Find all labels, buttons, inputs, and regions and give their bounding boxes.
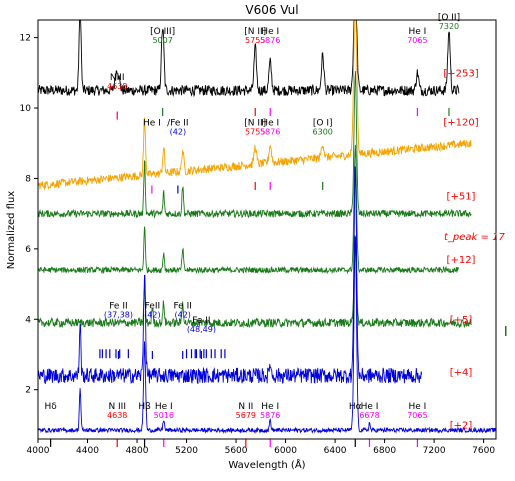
line-id-name: Hδ [44,402,57,412]
line-id-name: He I [143,119,161,129]
line-id-name: Fe II [174,302,192,312]
line-id-wavelength: 5679 [236,411,256,420]
x-tick-label: 7600 [472,446,495,456]
line-id-name: [O II] [438,13,460,23]
line-id-name: He I [408,402,426,412]
epoch-labels: [+253] [+120] [+51] [+12] [+5] [+4] [+2] [443,68,478,431]
line-id-name: /Fe II [167,119,188,129]
spectrum-line-epoch-120 [37,19,472,191]
line-id-wavelength: 5876 [260,411,280,420]
line-id-wavelength: 7065 [407,36,427,45]
line-id-name: He I [261,27,279,37]
spectrum-line-epoch-51 [37,71,472,219]
x-tick-label: 6400 [324,446,347,456]
line-id-wavelength: 5876 [260,128,280,137]
epoch-label: [+4] [450,368,473,379]
line-id-name: He I [361,402,379,412]
epoch-label: [+5] [450,315,473,326]
line-id-wavelength: (37,38) [104,311,133,320]
line-id-name: Fe II [109,302,127,312]
line-id-name: [N II] [244,119,266,129]
line-id-name: NIII [110,73,125,83]
spectrum-line-epoch-253 [37,19,460,98]
epoch-label: [+253] [443,68,478,79]
x-tick-label: 6000 [274,446,297,456]
epoch-label: [+12] [447,255,476,266]
x-axis: 4000 4400 4800 5200 5600 6000 6400 6800 7200 7600 [27,439,495,456]
spectrum-line-epoch-2 [37,236,497,434]
y-tick-label: 10 [20,104,32,114]
plot-frame [37,19,497,440]
epoch-label: [+51] [447,192,476,203]
edge-marker [505,326,507,336]
epoch-label: [+120] [443,118,478,129]
x-tick-label: 4800 [126,446,149,456]
x-tick-label: 6800 [373,446,396,456]
x-axis-label: Wavelength (Å) [228,458,305,471]
line-id-wavelength: (42) [170,128,186,137]
line-id-name: He I [155,402,173,412]
line-id-wavelength: 5016 [154,411,174,420]
line-id-name: Fe II [192,316,210,326]
line-id-name: [N II] [244,27,266,37]
y-axis: 2 4 6 8 10 12 [20,34,38,396]
line-id-wavelength: (42) [144,311,160,320]
line-id-wavelength: 5007 [152,36,172,45]
spectra-group [37,19,497,434]
spectrum-line-epoch-5 [37,235,472,329]
line-id-name: [O III] [150,27,175,37]
y-tick-label: 2 [25,386,31,396]
spectrum-line-epoch-12 [37,144,460,275]
y-axis-label: Normalized flux [6,191,17,270]
y-tick-label: 12 [20,34,31,44]
y-tick-label: 4 [25,315,31,325]
line-id-wavelength: 6300 [313,128,333,137]
line-id-wavelength: 5876 [260,36,280,45]
x-tick-label: 5200 [175,446,198,456]
epoch-label: [+2] [450,420,473,431]
x-tick-label: 4400 [76,446,99,456]
line-id-wavelength: 5755 [245,128,265,137]
line-id-name: N II [238,402,253,412]
line-id-wavelength: 6678 [359,411,379,420]
y-tick-label: 6 [25,245,31,255]
line-id-wavelength: 4638 [107,82,127,91]
x-tick-label: 5600 [225,446,248,456]
line-id-name: Hβ [138,402,151,412]
line-id-wavelength: 7065 [407,411,427,420]
line-id-name: He I [261,119,279,129]
spectrum-line-epoch-4 [37,166,423,385]
chart-title: V606 Vul [245,3,298,17]
line-id-name: He I [408,27,426,37]
line-id-name: [O I] [313,119,333,129]
line-id-name: Hα [349,402,362,412]
line-id-wavelength: (42) [174,311,190,320]
line-id-wavelength: (48,49) [187,325,216,334]
line-id-wavelength: 5755 [245,36,265,45]
x-tick-label: 7200 [423,446,446,456]
x-tick-label: 4000 [27,446,50,456]
line-id-wavelength: 7320 [439,22,459,31]
line-id-name: FeII [145,302,161,312]
tpeak-label: t_peak = 17 [444,232,505,243]
line-id-wavelength: 4638 [107,411,127,420]
y-tick-label: 8 [25,174,31,184]
line-id-name: N III [108,402,126,412]
line-id-name: He I [261,402,279,412]
